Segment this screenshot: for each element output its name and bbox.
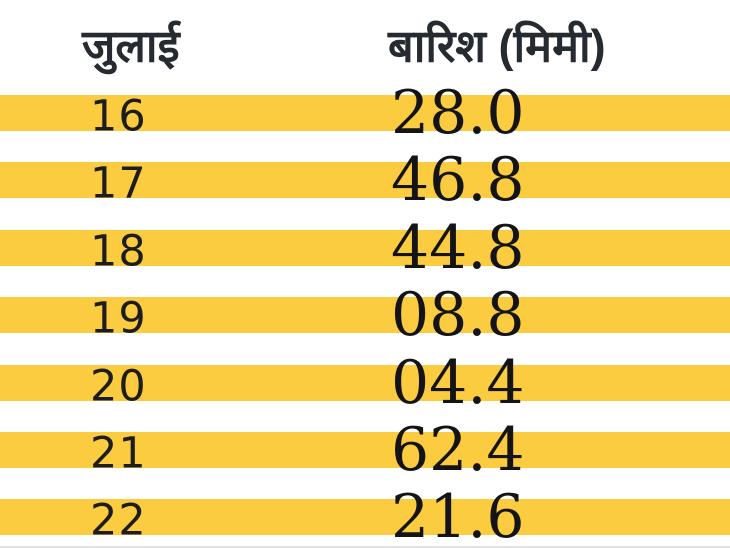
date-cell: 22 (90, 495, 147, 546)
row-stripe: 18 44.8 (0, 218, 730, 278)
row-stripe: 21 62.4 (0, 420, 730, 480)
date-cell: 16 (90, 91, 147, 142)
bottom-divider (0, 546, 730, 548)
table-row: 19 08.8 (0, 285, 730, 364)
table-row: 21 62.4 (0, 420, 730, 499)
rainfall-cell: 62.4 (391, 414, 525, 485)
table-header-row: जुलाई बारिश (मिमी) (0, 0, 730, 95)
row-stripe: 19 08.8 (0, 285, 730, 345)
rainfall-cell: 44.8 (391, 212, 525, 283)
date-cell: 20 (90, 361, 147, 412)
rainfall-cell: 28.0 (391, 78, 525, 148)
table-row: 16 28.0 (0, 83, 730, 162)
table-row: 18 44.8 (0, 218, 730, 297)
column-header-date: जुलाई (82, 20, 180, 72)
rainfall-cell: 08.8 (391, 280, 525, 351)
table-row: 22 21.6 (0, 487, 730, 548)
column-header-rainfall: बारिश (मिमी) (388, 20, 606, 72)
rainfall-cell: 21.6 (391, 482, 525, 548)
table-row: 20 04.4 (0, 353, 730, 432)
date-cell: 21 (90, 428, 147, 479)
rainfall-cell: 46.8 (391, 145, 525, 216)
row-stripe: 20 04.4 (0, 353, 730, 413)
row-stripe: 16 28.0 (0, 83, 730, 143)
date-cell: 17 (90, 158, 147, 209)
rainfall-cell: 04.4 (391, 347, 525, 418)
row-stripe: 17 46.8 (0, 150, 730, 210)
table-body: 16 28.0 17 46.8 18 44.8 19 08.8 20 (0, 83, 730, 548)
date-cell: 19 (90, 293, 147, 344)
date-cell: 18 (90, 226, 147, 277)
row-stripe: 22 21.6 (0, 487, 730, 547)
table-row: 17 46.8 (0, 150, 730, 229)
